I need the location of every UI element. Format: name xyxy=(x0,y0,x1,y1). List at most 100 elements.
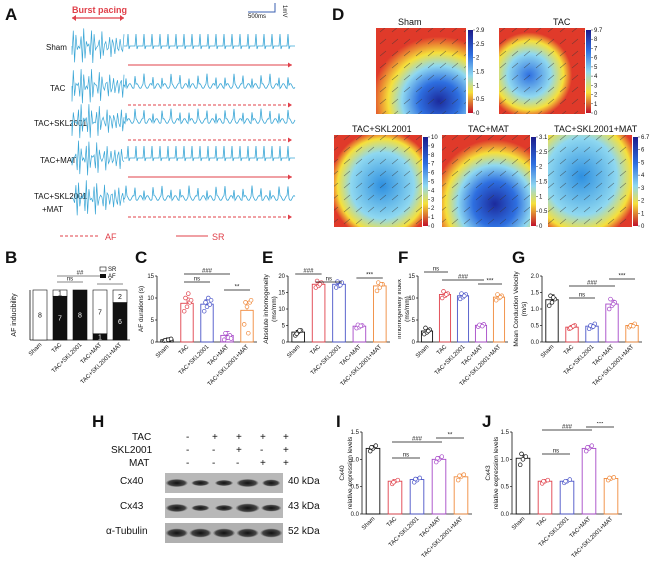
y-tick-label: 0.0 xyxy=(501,512,510,518)
bar-1 xyxy=(537,480,553,515)
sig-label-2: ** xyxy=(448,433,453,439)
ecg-trace-0 xyxy=(124,33,295,50)
y-tick-label: 1.0 xyxy=(501,457,510,463)
sign-1-3: - xyxy=(260,445,264,456)
cbar-tick-label-0-6: 0 xyxy=(476,111,480,117)
data-point-0-4 xyxy=(297,328,302,333)
y-axis-label: Inhomogeneity index xyxy=(398,278,403,339)
sig-label-1: ns xyxy=(403,453,409,459)
cbar-tick-label-1-5: 4 xyxy=(594,74,598,80)
vector-field-combo xyxy=(548,135,632,227)
sig-label-0: ns xyxy=(67,277,73,283)
panel-g-chart: 0.0 0.5 1.0 1.5 2.0 Mean Conduction Velocity(… xyxy=(513,271,642,388)
cbar-tick-label-1-1: 8 xyxy=(594,37,598,43)
scale-time-label: 500ms xyxy=(248,14,267,20)
y-tick-label: 10 xyxy=(147,296,154,302)
sign-1-0: - xyxy=(186,445,190,456)
blot-band-1-4 xyxy=(261,504,282,512)
blot-row-mat: MAT xyxy=(129,458,150,469)
data-point-3-4 xyxy=(358,323,363,329)
data-point-4-3 xyxy=(243,300,248,305)
band-label-cx40: Cx40 xyxy=(120,476,144,487)
data-point-1-4 xyxy=(317,282,323,287)
data-point-2-2 xyxy=(567,477,573,482)
cbar-tick-label-2-1: 9 xyxy=(431,144,435,150)
bar-4 xyxy=(492,296,506,343)
data-point-2-3 xyxy=(563,478,568,484)
cbar-tick-label-1-2: 7 xyxy=(594,46,598,52)
colorbar-tac-skl xyxy=(423,137,428,226)
data-point-2-0 xyxy=(201,308,207,314)
bar-2 xyxy=(409,479,425,515)
legend-af-text: AF xyxy=(105,232,117,242)
ecg-traces-svg xyxy=(60,3,296,237)
sig-label-2: ** xyxy=(235,285,240,291)
data-point-4-1 xyxy=(244,304,250,310)
sign-0-3: + xyxy=(260,432,266,443)
y-axis-label: relative expression levels xyxy=(493,436,500,509)
panel-letter-f: F xyxy=(398,248,409,267)
y-axis-label: AF durations (s) xyxy=(138,286,145,332)
vector-field-tac-mat xyxy=(442,135,530,227)
data-point-4-4 xyxy=(378,282,384,287)
cbar-tick-label-2-8: 2 xyxy=(431,206,435,212)
bar-3 xyxy=(431,458,447,515)
data-point-1-3 xyxy=(541,478,546,484)
map-title-tac-skl: TAC+SKL2001 xyxy=(352,124,412,134)
cbar-tick-label-2-7: 3 xyxy=(431,197,435,203)
data-point-0-0 xyxy=(517,462,523,468)
y-axis-label: (ms/mm) xyxy=(271,296,278,322)
data-point-3-3 xyxy=(435,455,440,461)
panel-letter-c: C xyxy=(135,248,148,267)
data-point-3-0 xyxy=(583,448,589,454)
y-axis-label: Cx40 xyxy=(339,465,346,481)
data-point-0-1 xyxy=(520,457,526,462)
sign-0-1: + xyxy=(212,432,218,443)
cbar-tick-label-0-0: 2.9 xyxy=(476,28,485,34)
cbar-tick-label-3-0: 3.1 xyxy=(539,135,548,141)
y-tick-label: 1.0 xyxy=(351,457,360,463)
row-label-sham: Sham xyxy=(46,43,67,52)
data-point-1-3 xyxy=(441,289,446,294)
y-tick-label: 0 xyxy=(282,340,286,346)
row-label-tac-mat: TAC+MAT xyxy=(40,156,77,165)
sig-label-2: * xyxy=(109,279,112,285)
cbar-tick-label-2-3: 7 xyxy=(431,162,435,168)
blot-band-0-1 xyxy=(191,480,210,486)
blot-svg xyxy=(165,473,283,543)
cbar-tick-label-4-1: 6 xyxy=(641,148,645,154)
x-tick-label-0: Sham xyxy=(28,342,43,357)
y-tick-label: 1.5 xyxy=(501,430,510,436)
x-tick-label-0: Sham xyxy=(155,344,170,359)
rhythm-arrowhead-4 xyxy=(288,214,292,220)
map-title-tac: TAC xyxy=(553,17,571,27)
cbar-tick-label-4-0: 6.7 xyxy=(641,135,650,141)
bar-1 xyxy=(387,480,403,515)
data-point-3-3 xyxy=(223,330,228,336)
row-label-tac-skl: TAC+SKL2001 xyxy=(34,119,87,128)
vector-field-tac-skl xyxy=(334,135,422,227)
colorbar-combo xyxy=(633,137,638,226)
data-point-4-4 xyxy=(246,330,251,336)
cbar-tick-label-3-3: 1.5 xyxy=(539,180,548,186)
data-point-2-4 xyxy=(338,282,343,288)
y-tick-label: 2.0 xyxy=(531,274,540,280)
blot-band-0-0 xyxy=(165,479,188,487)
data-point-3-2 xyxy=(439,454,445,459)
bar-4 xyxy=(603,478,619,515)
data-point-0-3 xyxy=(519,451,524,457)
sig-label-0: ### xyxy=(202,269,213,275)
bar-4 xyxy=(453,476,469,515)
map-title-tac-mat: TAC+MAT xyxy=(468,124,509,134)
sig-label-0: ### xyxy=(412,437,423,443)
data-point-1-4 xyxy=(571,323,576,329)
x-tick-label-1: TAC xyxy=(51,342,64,355)
sig-label-1: ns xyxy=(194,277,200,283)
data-point-3-4 xyxy=(480,323,485,329)
data-point-3-0 xyxy=(606,306,612,312)
data-point-2-2 xyxy=(417,475,423,481)
sign-0-0: - xyxy=(186,432,190,443)
data-point-3-2 xyxy=(589,443,595,448)
sig-label-2: *** xyxy=(596,422,604,428)
